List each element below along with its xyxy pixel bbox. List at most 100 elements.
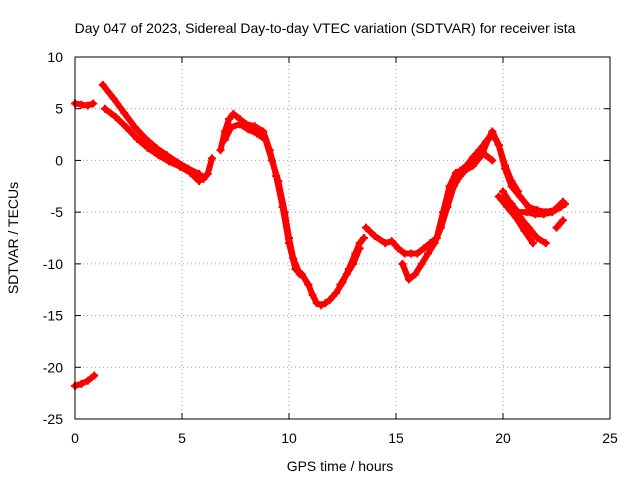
y-tick-label: 5 <box>55 101 63 117</box>
chart-title: Day 047 of 2023, Sidereal Day-to-day VTE… <box>75 20 576 36</box>
data-point <box>321 299 330 308</box>
x-tick-label: 5 <box>178 430 186 446</box>
data-point <box>83 101 92 110</box>
data-point <box>304 280 313 289</box>
data-point <box>443 202 452 211</box>
x-tick-label: 20 <box>495 430 511 446</box>
data-point <box>524 223 533 232</box>
data-point <box>220 135 229 144</box>
data-point <box>111 112 120 121</box>
data-point <box>225 115 234 124</box>
data-point <box>235 120 244 129</box>
data-point <box>507 199 516 208</box>
data-point <box>494 192 503 201</box>
data-point <box>520 226 529 235</box>
data-point <box>295 270 304 279</box>
data-point <box>516 213 525 222</box>
data-point <box>285 234 293 242</box>
data-point <box>516 192 525 201</box>
data-point <box>143 144 152 153</box>
data-point <box>460 166 469 175</box>
data-point <box>336 280 345 289</box>
data-point <box>494 140 503 149</box>
data-point <box>89 99 98 108</box>
data-point <box>207 154 216 163</box>
data-point <box>244 125 253 134</box>
y-tick-labels: 10 5 0 -5 -10 -15 -20 -25 <box>43 49 63 427</box>
data-point <box>141 134 150 143</box>
axis-ticks <box>74 56 611 420</box>
data-point <box>501 164 510 173</box>
data-point <box>430 239 439 248</box>
data-point <box>558 216 567 225</box>
data-point <box>261 135 270 144</box>
data-point <box>280 208 289 217</box>
data-point <box>488 127 497 136</box>
data-point <box>216 146 225 155</box>
plot-frame <box>74 56 611 420</box>
y-tick-label: 0 <box>55 152 63 168</box>
data-point <box>419 244 428 253</box>
data-point <box>394 244 403 253</box>
data-point <box>499 187 507 196</box>
data-point <box>186 168 195 177</box>
data-point <box>252 129 261 138</box>
data-point <box>541 239 550 248</box>
x-tick-label: 0 <box>71 430 79 446</box>
data-point <box>259 127 268 136</box>
data-point <box>120 108 129 117</box>
series-arc-c <box>99 81 215 182</box>
data-point <box>561 199 570 208</box>
data-point <box>552 223 561 232</box>
data-point <box>488 156 497 165</box>
x-tick-label: 10 <box>281 430 297 446</box>
data-point <box>109 94 118 103</box>
y-tick-label: -15 <box>43 308 63 324</box>
data-point <box>342 270 351 279</box>
data-point <box>130 123 139 132</box>
data-point <box>413 249 422 258</box>
data-point <box>250 122 259 131</box>
data-point <box>477 151 486 160</box>
data-point <box>404 275 413 284</box>
data-point <box>539 210 548 219</box>
data-point <box>83 376 92 385</box>
data-point <box>370 231 379 240</box>
data-point <box>165 157 174 166</box>
data-point <box>387 237 396 246</box>
data-point <box>398 259 407 268</box>
data-point <box>445 192 454 201</box>
y-tick-label: -20 <box>43 359 63 375</box>
series-arc-a <box>72 372 98 389</box>
data-point <box>548 208 557 217</box>
data-point <box>274 177 283 186</box>
data-point <box>325 296 334 305</box>
data-point <box>267 156 276 165</box>
data-point <box>417 259 426 268</box>
series-arc-h <box>337 245 363 288</box>
data-point <box>100 104 109 113</box>
data-point <box>154 151 163 160</box>
data-point <box>77 379 86 388</box>
series-arc-o <box>553 217 566 231</box>
data-point <box>229 109 238 118</box>
y-tick-label: 10 <box>47 49 63 65</box>
data-point <box>528 239 537 248</box>
y-tick-label: -10 <box>43 256 63 272</box>
data-point <box>436 223 445 232</box>
data-point <box>349 259 358 268</box>
x-tick-label: 15 <box>388 430 404 446</box>
data-point <box>507 182 516 191</box>
data-point <box>355 244 364 253</box>
data-point <box>469 161 478 170</box>
y-tick-label: -5 <box>51 204 64 220</box>
y-axis-label: SDTVAR / TECUs <box>5 182 21 294</box>
data-point <box>451 177 460 186</box>
data-point <box>411 270 420 279</box>
data-point <box>424 249 433 258</box>
data-point <box>308 290 317 299</box>
series-traces <box>71 80 570 390</box>
x-tick-label: 25 <box>602 430 618 446</box>
data-point <box>175 162 184 171</box>
